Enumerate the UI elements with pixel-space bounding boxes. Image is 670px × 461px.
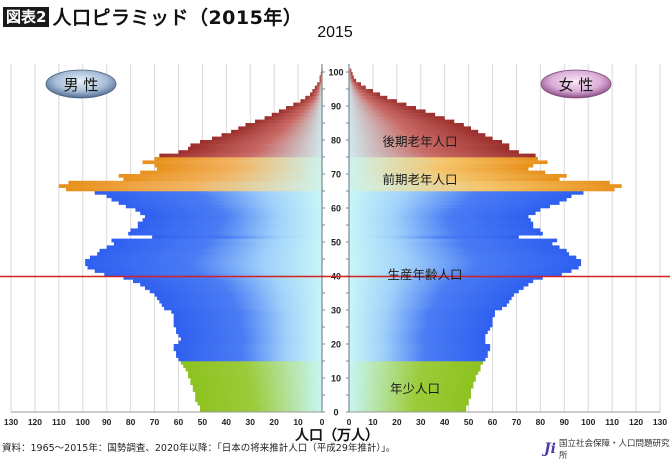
svg-text:後期老年人口: 後期老年人口 — [382, 134, 457, 149]
svg-text:100: 100 — [328, 68, 343, 78]
svg-text:70: 70 — [512, 417, 522, 427]
ipss-logo-icon: Ji — [544, 441, 556, 457]
svg-text:110: 110 — [605, 417, 619, 427]
svg-text:50: 50 — [464, 417, 474, 427]
svg-text:0: 0 — [320, 417, 325, 427]
x-axis-label: 人口（万人） — [295, 428, 379, 444]
svg-text:60: 60 — [174, 417, 184, 427]
svg-text:60: 60 — [488, 417, 498, 427]
svg-text:年少人口: 年少人口 — [390, 381, 440, 396]
svg-text:生産年齢人口: 生産年齢人口 — [387, 267, 462, 282]
svg-text:20: 20 — [269, 417, 279, 427]
svg-text:20: 20 — [331, 340, 341, 350]
svg-text:90: 90 — [560, 417, 570, 427]
svg-text:0: 0 — [333, 408, 338, 418]
figure-title: 図表2 人口ピラミッド（2015年） — [3, 3, 302, 30]
chart-title: 2015 — [317, 24, 353, 41]
svg-text:120: 120 — [28, 417, 42, 427]
source-note: 資料：1965〜2015年：国勢調査、2020年以降：「日本の将来推計人口（平成… — [2, 443, 396, 454]
svg-text:80: 80 — [331, 136, 341, 146]
svg-text:50: 50 — [198, 417, 208, 427]
svg-text:40: 40 — [440, 417, 450, 427]
svg-text:100: 100 — [76, 417, 90, 427]
pyramid-bars — [58, 68, 622, 413]
svg-text:10: 10 — [368, 417, 378, 427]
svg-text:女 性: 女 性 — [559, 76, 594, 94]
svg-text:30: 30 — [331, 306, 341, 316]
svg-text:男 性: 男 性 — [64, 76, 99, 94]
svg-text:130: 130 — [653, 417, 667, 427]
svg-text:20: 20 — [392, 417, 402, 427]
svg-text:80: 80 — [126, 417, 136, 427]
svg-text:90: 90 — [331, 102, 341, 112]
svg-text:0: 0 — [347, 417, 352, 427]
svg-text:前期老年人口: 前期老年人口 — [382, 172, 457, 187]
svg-text:130: 130 — [4, 417, 18, 427]
svg-text:60: 60 — [331, 204, 341, 214]
svg-text:10: 10 — [293, 417, 303, 427]
svg-text:10: 10 — [331, 374, 341, 384]
figure-number-badge: 図表2 — [3, 6, 50, 27]
svg-text:30: 30 — [416, 417, 426, 427]
svg-text:30: 30 — [245, 417, 255, 427]
svg-text:50: 50 — [331, 238, 341, 248]
svg-text:90: 90 — [102, 417, 112, 427]
organization-name: 国立社会保障・人口問題研究所 — [558, 439, 670, 461]
svg-text:110: 110 — [52, 417, 66, 427]
ipss-logo: Ji 国立社会保障・人口問題研究所 — [544, 437, 670, 461]
svg-text:120: 120 — [629, 417, 643, 427]
svg-text:40: 40 — [222, 417, 232, 427]
figure-title-text: 人口ピラミッド（2015年） — [52, 7, 303, 29]
svg-text:70: 70 — [150, 417, 160, 427]
svg-text:70: 70 — [331, 170, 341, 180]
svg-text:80: 80 — [536, 417, 546, 427]
svg-text:100: 100 — [581, 417, 595, 427]
